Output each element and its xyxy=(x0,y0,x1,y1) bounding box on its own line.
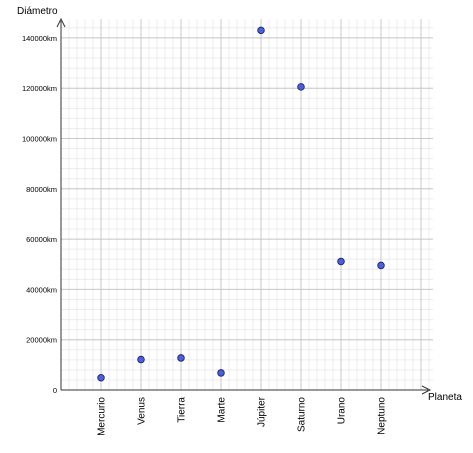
axes xyxy=(56,17,432,395)
y-tick-label: 0 xyxy=(53,386,57,395)
x-tick-label: Júpiter xyxy=(257,396,268,427)
data-point xyxy=(177,354,185,362)
y-tick-label: 60000km xyxy=(26,235,57,244)
data-point xyxy=(97,373,105,382)
grid xyxy=(61,19,433,390)
y-tick-label: 80000km xyxy=(26,185,57,194)
x-tick-label: Neptuno xyxy=(377,397,388,435)
y-tick-label: 40000km xyxy=(26,285,57,294)
y-tick-labels: 0 20000km 40000km 60000km 80000km 100000km 120… xyxy=(22,34,57,395)
y-axis-arrow-icon xyxy=(56,17,66,28)
y-axis-label: Diámetro xyxy=(17,6,58,17)
x-axis-arrow-icon xyxy=(421,385,432,395)
data-point xyxy=(257,26,265,35)
x-axis-label: Planeta xyxy=(428,392,462,403)
y-tick-label: 140000km xyxy=(22,34,57,43)
data-point xyxy=(137,355,145,364)
x-tick-label: Mercurio xyxy=(97,397,108,436)
x-tick-label: Saturno xyxy=(297,397,308,432)
x-tick-labels: Mercurio Venus Tierra Marte Júpiter Saturno Ur… xyxy=(97,396,388,436)
x-tick-label: Marte xyxy=(217,397,228,423)
x-tick-label: Tierra xyxy=(177,397,188,423)
data-point xyxy=(297,83,305,91)
data-point xyxy=(377,261,385,270)
x-tick-label: Venus xyxy=(137,397,148,425)
data-point xyxy=(217,369,225,377)
data-points xyxy=(97,26,385,382)
data-point xyxy=(337,257,345,266)
y-tick-label: 120000km xyxy=(22,84,57,93)
x-tick-label: Urano xyxy=(337,397,348,425)
y-tick-label: 100000km xyxy=(22,135,57,144)
y-tick-label: 20000km xyxy=(26,336,57,345)
